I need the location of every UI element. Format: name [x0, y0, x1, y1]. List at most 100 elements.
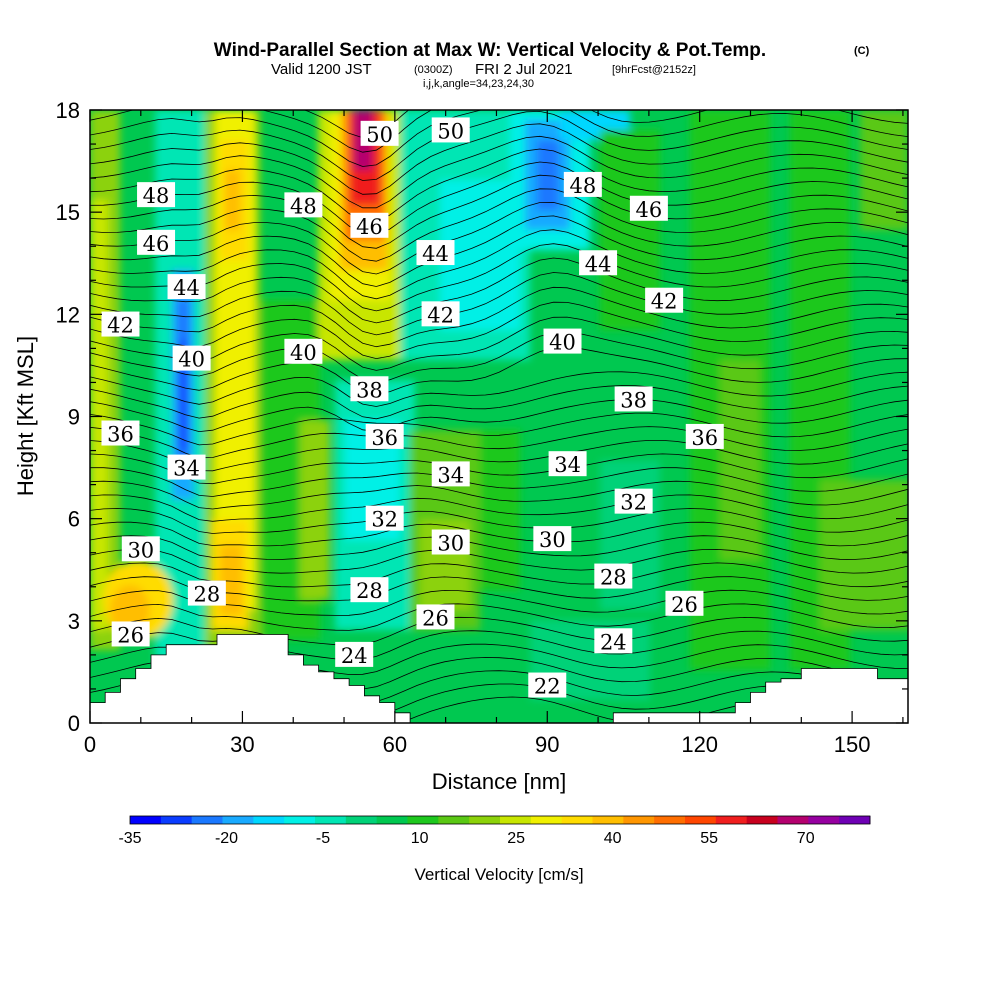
theta-contour-line — [90, 301, 908, 360]
colorbar-swatch — [376, 816, 408, 824]
contour-label-text: 46 — [356, 215, 383, 239]
theta-contour-line — [90, 467, 908, 497]
theta-contour-line — [90, 123, 908, 195]
contour-label-text: 34 — [437, 463, 464, 487]
colorbar-swatch — [746, 816, 778, 824]
contour-label-text: 44 — [585, 252, 612, 276]
contour-label-text: 46 — [636, 198, 663, 222]
theta-contour-line — [90, 480, 908, 510]
theta-contour-line — [90, 494, 908, 522]
theta-contour-line — [90, 331, 908, 383]
theta-contour-line — [90, 371, 908, 407]
contour-label-text: 30 — [437, 532, 464, 556]
contour-label-text: 30 — [127, 538, 154, 562]
contour-label: 38 — [614, 386, 653, 412]
colorbar-tick-label: 70 — [797, 830, 815, 847]
field-blobs — [90, 110, 908, 700]
contour-label: 24 — [335, 641, 374, 668]
theta-contour-line — [90, 589, 908, 616]
colorbar-swatch — [160, 816, 193, 824]
colorbar-swatch — [623, 816, 655, 824]
theta-contour-line — [90, 110, 908, 181]
y-tick-label: 0 — [68, 711, 80, 736]
contour-label-text: 26 — [422, 606, 449, 630]
contour-label-text: 22 — [534, 675, 561, 699]
x-tick-label: 90 — [535, 732, 559, 757]
title-mark: (C) — [854, 45, 870, 57]
theta-contour-line — [90, 576, 908, 602]
chart-title: Wind-Parallel Section at Max W: Vertical… — [214, 40, 766, 61]
contour-label-text: 46 — [143, 232, 170, 256]
y-tick-label: 15 — [56, 200, 80, 225]
y-tick-label: 3 — [68, 609, 80, 634]
y-tick-label: 18 — [56, 98, 80, 123]
contour-label-text: 36 — [107, 423, 134, 447]
contour-label: 50 — [431, 117, 470, 143]
contour-label: 26 — [416, 604, 455, 630]
contour-label: 34 — [431, 461, 470, 487]
colorbar-swatch — [253, 816, 285, 824]
colorbar-frame — [129, 815, 871, 825]
contour-label-text: 28 — [356, 579, 383, 603]
x-tick-label: 0 — [84, 732, 96, 757]
contour-label: 22 — [528, 672, 567, 699]
colorbar-swatch — [222, 816, 254, 824]
colorbar-tick-label: -5 — [316, 830, 330, 847]
colorbar-swatch — [654, 816, 686, 824]
subtitle-date: FRI 2 Jul 2021 — [475, 61, 573, 78]
theta-contour-line — [90, 426, 908, 459]
colorbar-tick-label: -20 — [215, 830, 238, 847]
theta-contour-line — [90, 385, 908, 420]
colorbar-swatch — [438, 816, 470, 824]
theta-contour-line — [90, 201, 908, 275]
contour-label: 26 — [665, 590, 704, 617]
contour-label: 24 — [594, 628, 633, 654]
colorbar-tick-label: -35 — [118, 830, 141, 847]
colorbar-ticks: -35 -20 -5 10 25 40 55 70 — [118, 830, 814, 847]
x-tick-label: 150 — [834, 732, 871, 757]
subtitle-utc: (0300Z) — [414, 64, 453, 76]
colorbar-swatch — [839, 816, 871, 824]
contour-label-text: 38 — [620, 388, 647, 412]
contour-label-text: 48 — [290, 194, 317, 218]
theta-contours — [90, 110, 908, 723]
subtitle-fcst: [9hrFcst@2152z] — [612, 64, 696, 76]
theta-contour-line — [90, 188, 908, 262]
theta-contour-line — [90, 243, 908, 312]
colorbar-tick-label: 55 — [700, 830, 718, 847]
contour-label-text: 24 — [600, 630, 627, 654]
theta-contour-line — [90, 562, 908, 588]
contour-label: 32 — [365, 505, 404, 532]
y-axis-label: Height [Kft MSL] — [13, 336, 38, 496]
theta-contour-line — [90, 535, 908, 560]
colorbar-swatch — [130, 816, 162, 824]
contour-label-text: 42 — [651, 290, 678, 314]
theta-contour-line — [90, 412, 908, 446]
colorbar-swatch — [808, 816, 840, 824]
colorbar-swatch — [407, 816, 439, 824]
contour-label-text: 28 — [600, 566, 627, 590]
contour-label: 30 — [431, 529, 470, 556]
colorbar-swatch — [500, 816, 532, 824]
contour-label: 40 — [543, 328, 582, 355]
theta-contour-line — [90, 286, 908, 348]
theta-contour-line — [90, 257, 908, 324]
y-tick-label: 12 — [56, 302, 80, 327]
contour-label-text: 48 — [143, 184, 170, 208]
x-tick-label: 120 — [681, 732, 718, 757]
contour-label: 48 — [563, 171, 602, 198]
contour-label: 38 — [350, 376, 389, 402]
contour-label: 46 — [629, 195, 668, 222]
terrain-mask — [89, 634, 909, 724]
contour-label-text: 36 — [371, 426, 398, 450]
contour-label: 28 — [594, 563, 633, 590]
contour-label-text: 40 — [178, 348, 205, 372]
theta-contour-line — [90, 215, 908, 287]
contour-label-text: 38 — [356, 378, 383, 402]
contour-label: 42 — [421, 301, 460, 327]
theta-contour-line — [90, 453, 908, 485]
colorbar-tick-label: 10 — [411, 830, 429, 847]
colorbar-tick-label: 40 — [604, 830, 622, 847]
colorbar-swatch — [777, 816, 809, 824]
